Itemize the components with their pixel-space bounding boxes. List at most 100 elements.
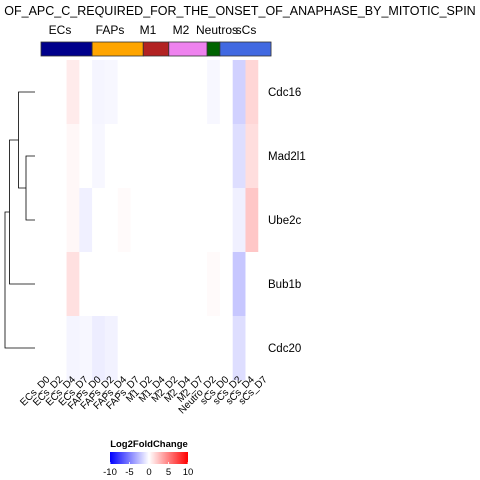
heatmap-cell-Cdc16-sCs_D2: [232, 60, 246, 125]
heatmap-cell-Cdc16-ECs_D4: [66, 60, 80, 125]
heatmap-cell-Bub1b-sCs_D7: [258, 252, 272, 317]
group-label-m1: M1: [140, 23, 157, 37]
legend-tick-label: 10: [183, 467, 194, 478]
heatmap-cell-Cdc16-sCs_D7: [258, 60, 272, 125]
heatmap-cell-Mad2l1-sCs_D0: [219, 124, 233, 189]
heatmap-cell-Ube2c-M2_D4: [181, 188, 195, 253]
heatmap-cell-Bub1b-FAPs_D4: [117, 252, 131, 317]
heatmap-cell-Cdc20-M2_D4: [181, 316, 195, 381]
heatmap-cell-Bub1b-M1_D4: [156, 252, 170, 317]
row-label-bub1b: Bub1b: [268, 279, 301, 291]
heatmap-cell-Bub1b-ECs_D2: [53, 252, 67, 317]
heatmap-cell-Cdc20-sCs_D2: [232, 316, 246, 381]
heatmap-cell-Ube2c-M2_D7: [194, 188, 208, 253]
dendrogram-branch-3: [9, 139, 35, 285]
heatmap-cell-Mad2l1-FAPs_D4: [117, 124, 131, 189]
color-legend: Log2FoldChange -10 -5 0 5 10: [103, 439, 193, 478]
heatmap-cell-Ube2c-FAPs_D0: [92, 188, 106, 253]
heatmap-cell-Cdc16-ECs_D2: [53, 60, 67, 125]
heatmap-cell-Bub1b-FAPs_D2: [104, 252, 118, 317]
heatmap-cell-Ube2c-M1_D4: [156, 188, 170, 253]
legend-tick-label: 0: [146, 467, 151, 478]
heatmap-cell-Cdc16-Neutro_D2: [207, 60, 221, 125]
row-label-cdc20: Cdc20: [268, 343, 301, 355]
heatmap-cell-Mad2l1-M1_D2: [143, 124, 157, 189]
heatmap-cell-Bub1b-sCs_D0: [219, 252, 233, 317]
heatmap-cell-Mad2l1-M2_D2: [168, 124, 182, 189]
heatmap-cell-Cdc20-M2_D2: [168, 316, 182, 381]
heatmap-cell-Ube2c-Neutro_D2: [207, 188, 221, 253]
dendrogram-branch-2: [18, 91, 35, 189]
heatmap-cell-Cdc16-ECs_D7: [79, 60, 93, 125]
heatmap-cell-Cdc20-ECs_D7: [79, 316, 93, 381]
heatmap-cell-Cdc16-M1_D4: [156, 60, 170, 125]
heatmap-cell-Cdc20-M1_D4: [156, 316, 170, 381]
heatmap-cell-Cdc16-sCs_D0: [219, 60, 233, 125]
heatmap-cell-Mad2l1-ECs_D0: [41, 124, 55, 189]
heatmap-cell-Bub1b-sCs_D4: [245, 252, 259, 317]
heatmap-cell-Cdc20-FAPs_D0: [92, 316, 106, 381]
group-bar-ecs: [40, 41, 93, 57]
group-bar-neutros: [206, 41, 221, 57]
heatmap-cell-Bub1b-M1_D2: [143, 252, 157, 317]
heatmap-cell-Ube2c-sCs_D4: [245, 188, 259, 253]
legend-tick-label: 5: [166, 467, 171, 478]
heatmap-cell-Ube2c-ECs_D0: [41, 188, 55, 253]
heatmap-cell-Ube2c-ECs_D7: [79, 188, 93, 253]
heatmap-cell-Mad2l1-sCs_D4: [245, 124, 259, 189]
heatmap-cell-Cdc16-FAPs_D4: [117, 60, 131, 125]
heatmap-cell-Ube2c-sCs_D2: [232, 188, 246, 253]
heatmap-cells: [41, 60, 272, 381]
heatmap-cell-Mad2l1-M2_D4: [181, 124, 195, 189]
heatmap-cell-Mad2l1-ECs_D7: [79, 124, 93, 189]
heatmap-cell-Cdc16-M1_D2: [143, 60, 157, 125]
heatmap-cell-Mad2l1-ECs_D2: [53, 124, 67, 189]
heatmap-cell-Cdc16-sCs_D4: [245, 60, 259, 125]
heatmap-cell-Ube2c-FAPs_D7: [130, 188, 144, 253]
column-labels: ECs_D0ECs_D2ECs_D4ECs_D7FAPs_D0FAPs_D2FA…: [18, 374, 270, 416]
heatmap-cell-Ube2c-FAPs_D4: [117, 188, 131, 253]
heatmap-cell-Mad2l1-sCs_D2: [232, 124, 246, 189]
chart-title: OF_APC_C_REQUIRED_FOR_THE_ONSET_OF_ANAPH…: [4, 4, 475, 18]
group-label-faps: FAPs: [96, 23, 125, 37]
group-bar-m2: [168, 41, 208, 57]
heatmap-cell-Ube2c-M1_D2: [143, 188, 157, 253]
row-labels: Cdc16 Mad2l1 Ube2c Bub1b Cdc20: [268, 87, 306, 355]
heatmap-cell-Bub1b-ECs_D7: [79, 252, 93, 317]
heatmap-cell-Ube2c-M2_D2: [168, 188, 182, 253]
heatmap-cell-Ube2c-ECs_D2: [53, 188, 67, 253]
heatmap-cell-Cdc16-FAPs_D2: [104, 60, 118, 125]
heatmap-cell-Cdc20-FAPs_D7: [130, 316, 144, 381]
heatmap-cell-Cdc16-M2_D4: [181, 60, 195, 125]
group-bar-scs: [219, 41, 272, 57]
group-label-m2: M2: [173, 23, 190, 37]
heatmap-cell-Cdc16-FAPs_D7: [130, 60, 144, 125]
legend-color-bar: [110, 452, 188, 464]
dendrogram-branch-4: [4, 211, 35, 349]
heatmap-cell-Bub1b-Neutro_D2: [207, 252, 221, 317]
group-bar-faps: [91, 41, 144, 57]
heatmap-cell-Cdc20-M2_D7: [194, 316, 208, 381]
heatmap-cell-Cdc20-sCs_D7: [258, 316, 272, 381]
row-label-ube2c: Ube2c: [268, 215, 301, 227]
heatmap-cell-Cdc16-M2_D2: [168, 60, 182, 125]
heatmap-cell-Bub1b-ECs_D0: [41, 252, 55, 317]
heatmap-cell-Cdc20-Neutro_D2: [207, 316, 221, 381]
heatmap-cell-Cdc16-M2_D7: [194, 60, 208, 125]
heatmap-cell-Bub1b-FAPs_D7: [130, 252, 144, 317]
heatmap-cell-Mad2l1-M1_D4: [156, 124, 170, 189]
heatmap-cell-Cdc20-FAPs_D2: [104, 316, 118, 381]
heatmap-cell-Bub1b-ECs_D4: [66, 252, 80, 317]
heatmap-cell-Bub1b-M2_D7: [194, 252, 208, 317]
heatmap-cell-Ube2c-FAPs_D2: [104, 188, 118, 253]
heatmap-cell-Cdc16-ECs_D0: [41, 60, 55, 125]
heatmap-cell-Mad2l1-FAPs_D2: [104, 124, 118, 189]
heatmap-cell-Cdc20-sCs_D4: [245, 316, 259, 381]
heatmap-cell-Ube2c-sCs_D0: [219, 188, 233, 253]
heatmap-cell-Bub1b-M2_D4: [181, 252, 195, 317]
row-dendrogram: [4, 91, 35, 349]
heatmap-cell-Mad2l1-FAPs_D0: [92, 124, 106, 189]
